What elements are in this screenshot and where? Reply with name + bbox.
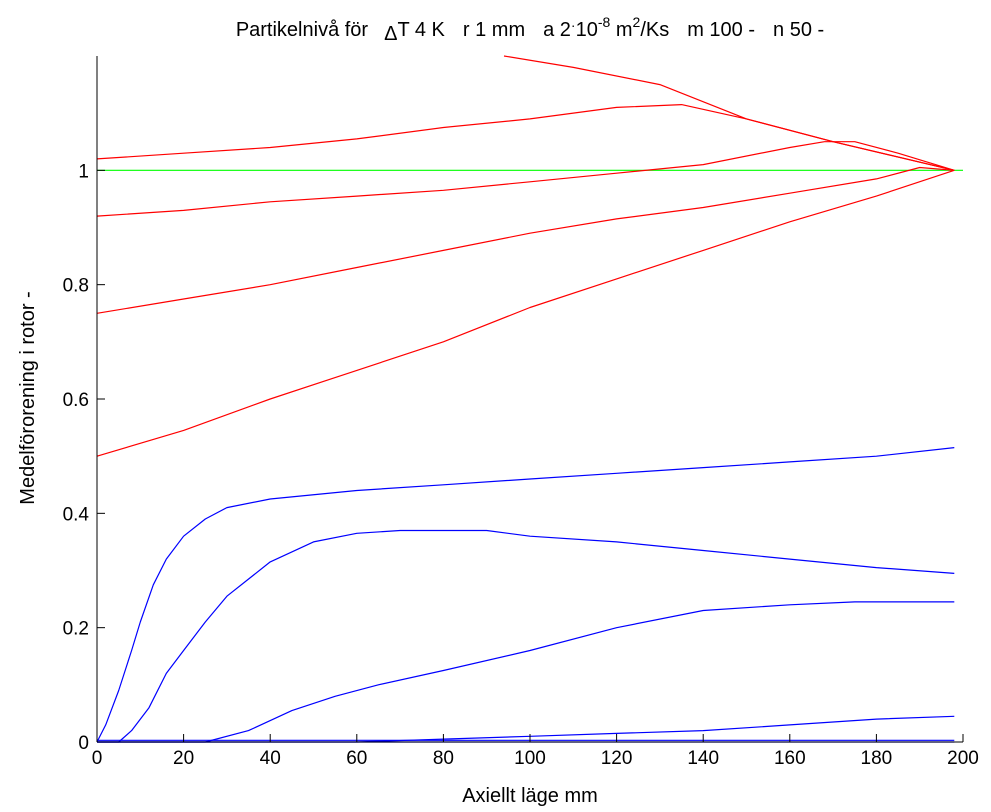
- x-tick-label-6: 120: [601, 748, 633, 769]
- x-tick-label-3: 60: [346, 748, 367, 769]
- series-line-3: [96, 166, 955, 314]
- series-line-7: [97, 601, 955, 743]
- title-a-unit-exp: 2: [633, 14, 641, 30]
- x-tick-label-5: 100: [514, 748, 546, 769]
- title-a: a 2: [543, 19, 571, 41]
- series-line-4: [96, 169, 955, 457]
- title-m: m 100 -: [687, 19, 755, 41]
- ticks-layer: 0 20 40 60 80 100 120 140 160 180 200 0 0.2 0.4 0.6 0.8…: [63, 161, 979, 769]
- title-n: n 50 -: [773, 19, 824, 41]
- x-tick-label-0: 0: [92, 748, 103, 769]
- title-prefix: Partikelnivå för: [236, 19, 369, 41]
- series-line-5: [96, 447, 955, 743]
- y-tick-label-0: 0: [78, 733, 89, 754]
- title-a-unit-m: m: [610, 19, 632, 41]
- chart-title: Partikelnivå för ΔT 4 K r 1 mm a 2·10-8 m2/…: [236, 14, 824, 45]
- x-tick-label-4: 80: [433, 748, 454, 769]
- x-tick-label-8: 160: [774, 748, 806, 769]
- x-tick-label-2: 40: [260, 748, 281, 769]
- y-tick-label-2: 0.4: [63, 504, 90, 525]
- x-axis-label: Axiellt läge mm: [462, 785, 598, 807]
- title-r: r 1 mm: [463, 19, 525, 41]
- x-tick-label-9: 180: [861, 748, 893, 769]
- title-a-exp: -8: [598, 14, 611, 30]
- y-tick-label-1: 0.2: [63, 619, 89, 640]
- y-tick-label-3: 0.6: [63, 390, 89, 411]
- x-tick-label-7: 140: [687, 748, 719, 769]
- y-tick-label-5: 1: [78, 161, 89, 182]
- title-delta-symbol: Δ: [384, 23, 397, 45]
- series-line-6: [97, 529, 955, 743]
- y-tick-label-4: 0.8: [63, 276, 89, 297]
- y-axis-label: Medelförorening i rotor -: [17, 291, 39, 504]
- series-line-1: [96, 104, 955, 171]
- title-a-dot: ·: [571, 17, 576, 33]
- series-line-8: [97, 715, 955, 743]
- x-tick-label-1: 20: [173, 748, 194, 769]
- series-line-2: [96, 141, 955, 217]
- title-a-unit-rest: /Ks: [640, 19, 669, 41]
- title-a-base: 10: [576, 19, 598, 41]
- title-delta-text: T 4 K: [397, 19, 445, 41]
- x-tick-label-10: 200: [947, 748, 979, 769]
- series-layer: [96, 55, 963, 743]
- axes-layer: [96, 56, 963, 743]
